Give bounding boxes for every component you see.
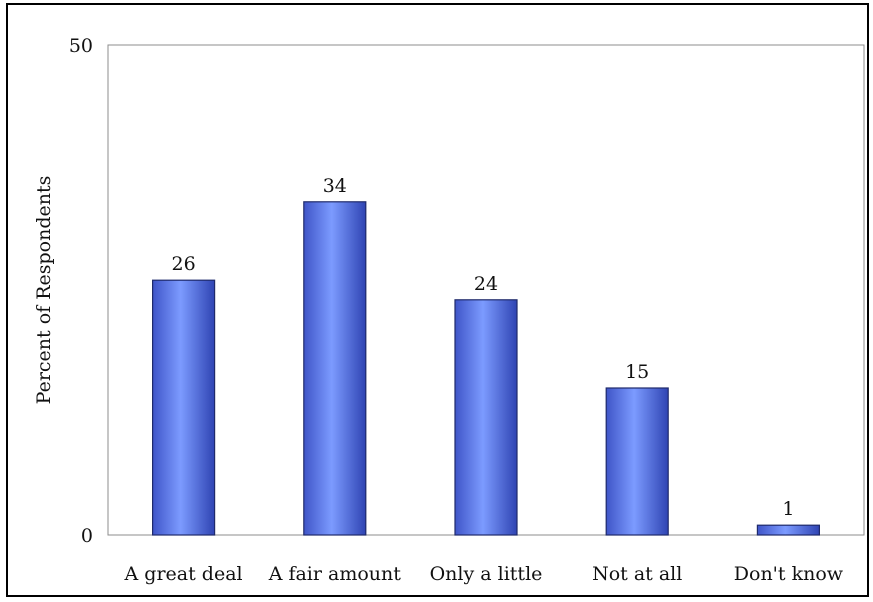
data-label-3: 15: [625, 361, 649, 383]
data-label-4: 1: [782, 498, 794, 520]
chart-frame: [6, 3, 869, 597]
data-label-1: 34: [323, 175, 347, 197]
y-axis-title: Percent of Respondents: [33, 176, 55, 405]
bar-4: [756, 524, 821, 536]
bar-2: [454, 299, 518, 536]
x-tick-label-0: A great deal: [124, 563, 243, 585]
x-tick-label-1: A fair amount: [268, 563, 402, 585]
bar-3: [605, 387, 669, 536]
data-label-0: 26: [172, 253, 196, 275]
x-tick-label-4: Don't know: [734, 563, 844, 585]
y-tick-label-min: 0: [81, 525, 93, 547]
x-tick-label-2: Only a little: [430, 563, 543, 585]
bars-layer: 26 A great deal 34 A fair amount 24 Only a li…: [124, 175, 844, 585]
y-tick-label-max: 50: [69, 35, 93, 57]
data-label-2: 24: [474, 273, 498, 295]
bar-0: [152, 279, 216, 536]
x-tick-label-3: Not at all: [592, 563, 682, 585]
bar-1: [303, 201, 367, 536]
